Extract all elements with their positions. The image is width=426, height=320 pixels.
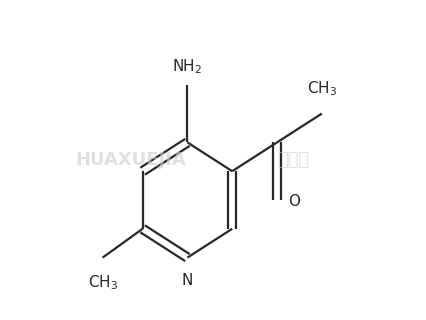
Text: CH$_3$: CH$_3$: [87, 274, 118, 292]
Text: CH$_3$: CH$_3$: [307, 79, 337, 98]
Text: NH$_2$: NH$_2$: [172, 58, 202, 76]
Text: N: N: [182, 273, 193, 288]
Text: O: O: [288, 194, 300, 209]
Text: HUAXUEJIA: HUAXUEJIA: [75, 151, 186, 169]
Text: 化学加: 化学加: [277, 151, 309, 169]
